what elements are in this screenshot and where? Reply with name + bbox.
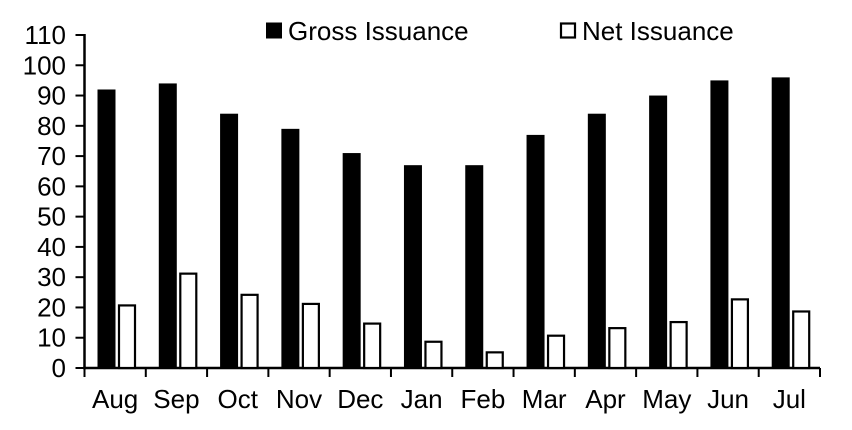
bar-net-aug [117, 304, 137, 370]
x-axis-category-label: Apr [585, 384, 626, 414]
legend-label-net-issuance: Net Issuance [582, 16, 734, 46]
bar-gross-jan [403, 165, 422, 368]
bar-net-jun [730, 298, 750, 370]
y-axis-tick-label: 100 [23, 50, 66, 80]
y-axis-tick-label: 80 [37, 111, 66, 141]
y-axis-tick-label: 50 [37, 202, 66, 232]
bar-net-jul [792, 310, 811, 370]
bar-gross-sep [158, 83, 177, 368]
y-axis-tick-label: 70 [37, 141, 66, 171]
bar-gross-nov [281, 128, 300, 368]
bar-gross-aug [97, 89, 116, 368]
bar-net-nov [301, 302, 320, 370]
y-axis-tick-label: 110 [25, 20, 66, 50]
bar-net-mar [546, 334, 566, 370]
legend-label-gross-issuance: Gross Issuance [288, 16, 469, 46]
bar-gross-apr [587, 113, 606, 368]
y-axis-tick-label: 0 [52, 353, 66, 383]
x-axis-category-label: Jan [401, 384, 443, 414]
bar-net-apr [608, 327, 627, 370]
x-axis-category-label: Oct [218, 384, 259, 414]
x-axis-category-label: Feb [460, 384, 505, 414]
x-axis-category-label: Mar [522, 384, 567, 414]
bar-net-oct [240, 293, 259, 370]
bars-group [97, 77, 811, 370]
bar-gross-jul [771, 77, 790, 368]
bar-net-sep [179, 272, 198, 370]
bar-gross-oct [220, 113, 239, 368]
bar-net-may [669, 320, 688, 370]
y-axis-tick-label: 10 [37, 323, 66, 353]
legend-swatch-net-issuance [559, 22, 577, 39]
x-axis-category-label: Aug [92, 384, 138, 414]
y-axis-tick-label: 90 [37, 81, 66, 111]
bar-gross-feb [465, 165, 484, 368]
x-axis-category-label: Nov [276, 384, 322, 414]
legend: Gross Issuance Net Issuance [266, 16, 734, 46]
bar-gross-jun [710, 80, 729, 368]
x-axis-category-label: Jun [707, 384, 749, 414]
x-axis-category-label: Dec [337, 384, 383, 414]
y-axis-tick-label: 60 [37, 171, 66, 201]
y-axis-tick-label: 20 [37, 292, 66, 322]
bar-net-jan [424, 340, 443, 370]
bar-gross-may [649, 95, 668, 368]
x-axis-category-label: May [642, 384, 691, 414]
bar-net-dec [363, 322, 382, 370]
bar-gross-mar [526, 134, 545, 368]
bar-gross-dec [342, 153, 361, 368]
bar-net-feb [485, 351, 504, 370]
x-axis-category-label: Sep [153, 384, 199, 414]
legend-swatch-gross-issuance [266, 22, 282, 39]
x-axis-category-label: Jul [773, 384, 806, 414]
y-axis-tick-label: 40 [37, 232, 66, 262]
y-axis-tick-label: 30 [37, 262, 66, 292]
